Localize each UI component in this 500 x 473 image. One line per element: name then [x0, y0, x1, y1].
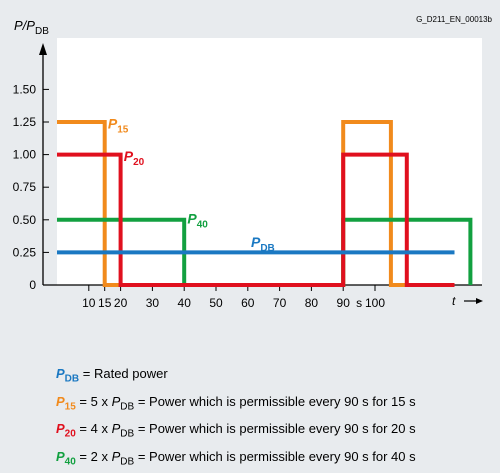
y-tick-label: 1.00 — [13, 148, 37, 162]
legend-multiplier-p40: 2 x — [90, 448, 108, 464]
x-tick-label: 80 — [305, 296, 319, 310]
x-tick-label: 20 — [114, 296, 128, 310]
y-axis-label: P/PDB — [14, 18, 49, 37]
x-tick-label: 60 — [241, 296, 255, 310]
legend-multiplier-p20: 4 x — [90, 421, 108, 437]
series-line-p20 — [57, 152, 455, 287]
x-tick-label: 30 — [146, 296, 160, 310]
document-id: G_D211_EN_00013b — [416, 15, 492, 24]
legend-multiplier-p15: 5 x — [90, 393, 108, 409]
y-tick-label: 0.75 — [13, 180, 37, 194]
x-axis-arrow — [476, 298, 483, 304]
legend-text-pdb: Rated power — [93, 366, 168, 381]
x-tick-label: 70 — [273, 296, 287, 310]
legend-mult-symbol-p40: PDB — [111, 448, 135, 468]
legend-text-p40: Power which is permissible every 90 s fo… — [149, 448, 416, 464]
x-tick-label: 15 — [98, 296, 112, 310]
y-axis-arrow — [39, 43, 47, 55]
legend-mult-symbol-p20: PDB — [111, 421, 135, 440]
legend-row-p40: P40 = 2 x PDB = Power which is permissib… — [56, 448, 416, 468]
power-duty-cycle-chart: G_D211_EN_00013b P/PDB 0 0.25 0.50 0.75 1.00 1.… — [13, 15, 493, 310]
legend: PDB = Rated power P15 = 5 x PDB = Power … — [56, 363, 496, 473]
legend-mult-symbol-p15: PDB — [111, 393, 135, 413]
x-tick-label: 50 — [209, 296, 223, 310]
legend-symbol-p20: P20 — [56, 421, 76, 440]
y-tick-label: 0.25 — [13, 245, 37, 259]
series-label-p20: P20 — [124, 148, 145, 168]
x-axis-label: t — [452, 294, 456, 308]
y-tick-label: 1.50 — [13, 82, 37, 96]
x-tick-label: 40 — [178, 296, 192, 310]
y-tick-label: 0 — [29, 278, 36, 292]
legend-row-pdb: PDB = Rated power — [56, 366, 168, 385]
x-tick-label: 90 — [337, 296, 351, 310]
series-label-pdb: PDB — [251, 234, 275, 254]
x-unit-label: s — [356, 296, 362, 310]
x-tick-label: 10 — [82, 296, 96, 310]
legend-symbol-p40: P40 — [56, 448, 76, 468]
legend-symbol-pdb: PDB — [56, 366, 80, 385]
legend-symbol-p15: P15 — [56, 393, 76, 413]
y-tick-label: 1.25 — [13, 115, 37, 129]
legend-text-p20: Power which is permissible every 90 s fo… — [149, 421, 416, 437]
legend-row-p20: P20 = 4 x PDB = Power which is permissib… — [56, 421, 416, 440]
series-label-p15: P15 — [108, 116, 129, 136]
y-tick-label: 0.50 — [13, 213, 37, 227]
x-tick-label: 100 — [365, 296, 385, 310]
legend-row-p15: P15 = 5 x PDB = Power which is permissib… — [56, 393, 416, 413]
legend-text-p15: Power which is permissible every 90 s fo… — [149, 393, 416, 409]
series-label-p40: P40 — [187, 211, 208, 231]
plot-area — [57, 38, 482, 285]
